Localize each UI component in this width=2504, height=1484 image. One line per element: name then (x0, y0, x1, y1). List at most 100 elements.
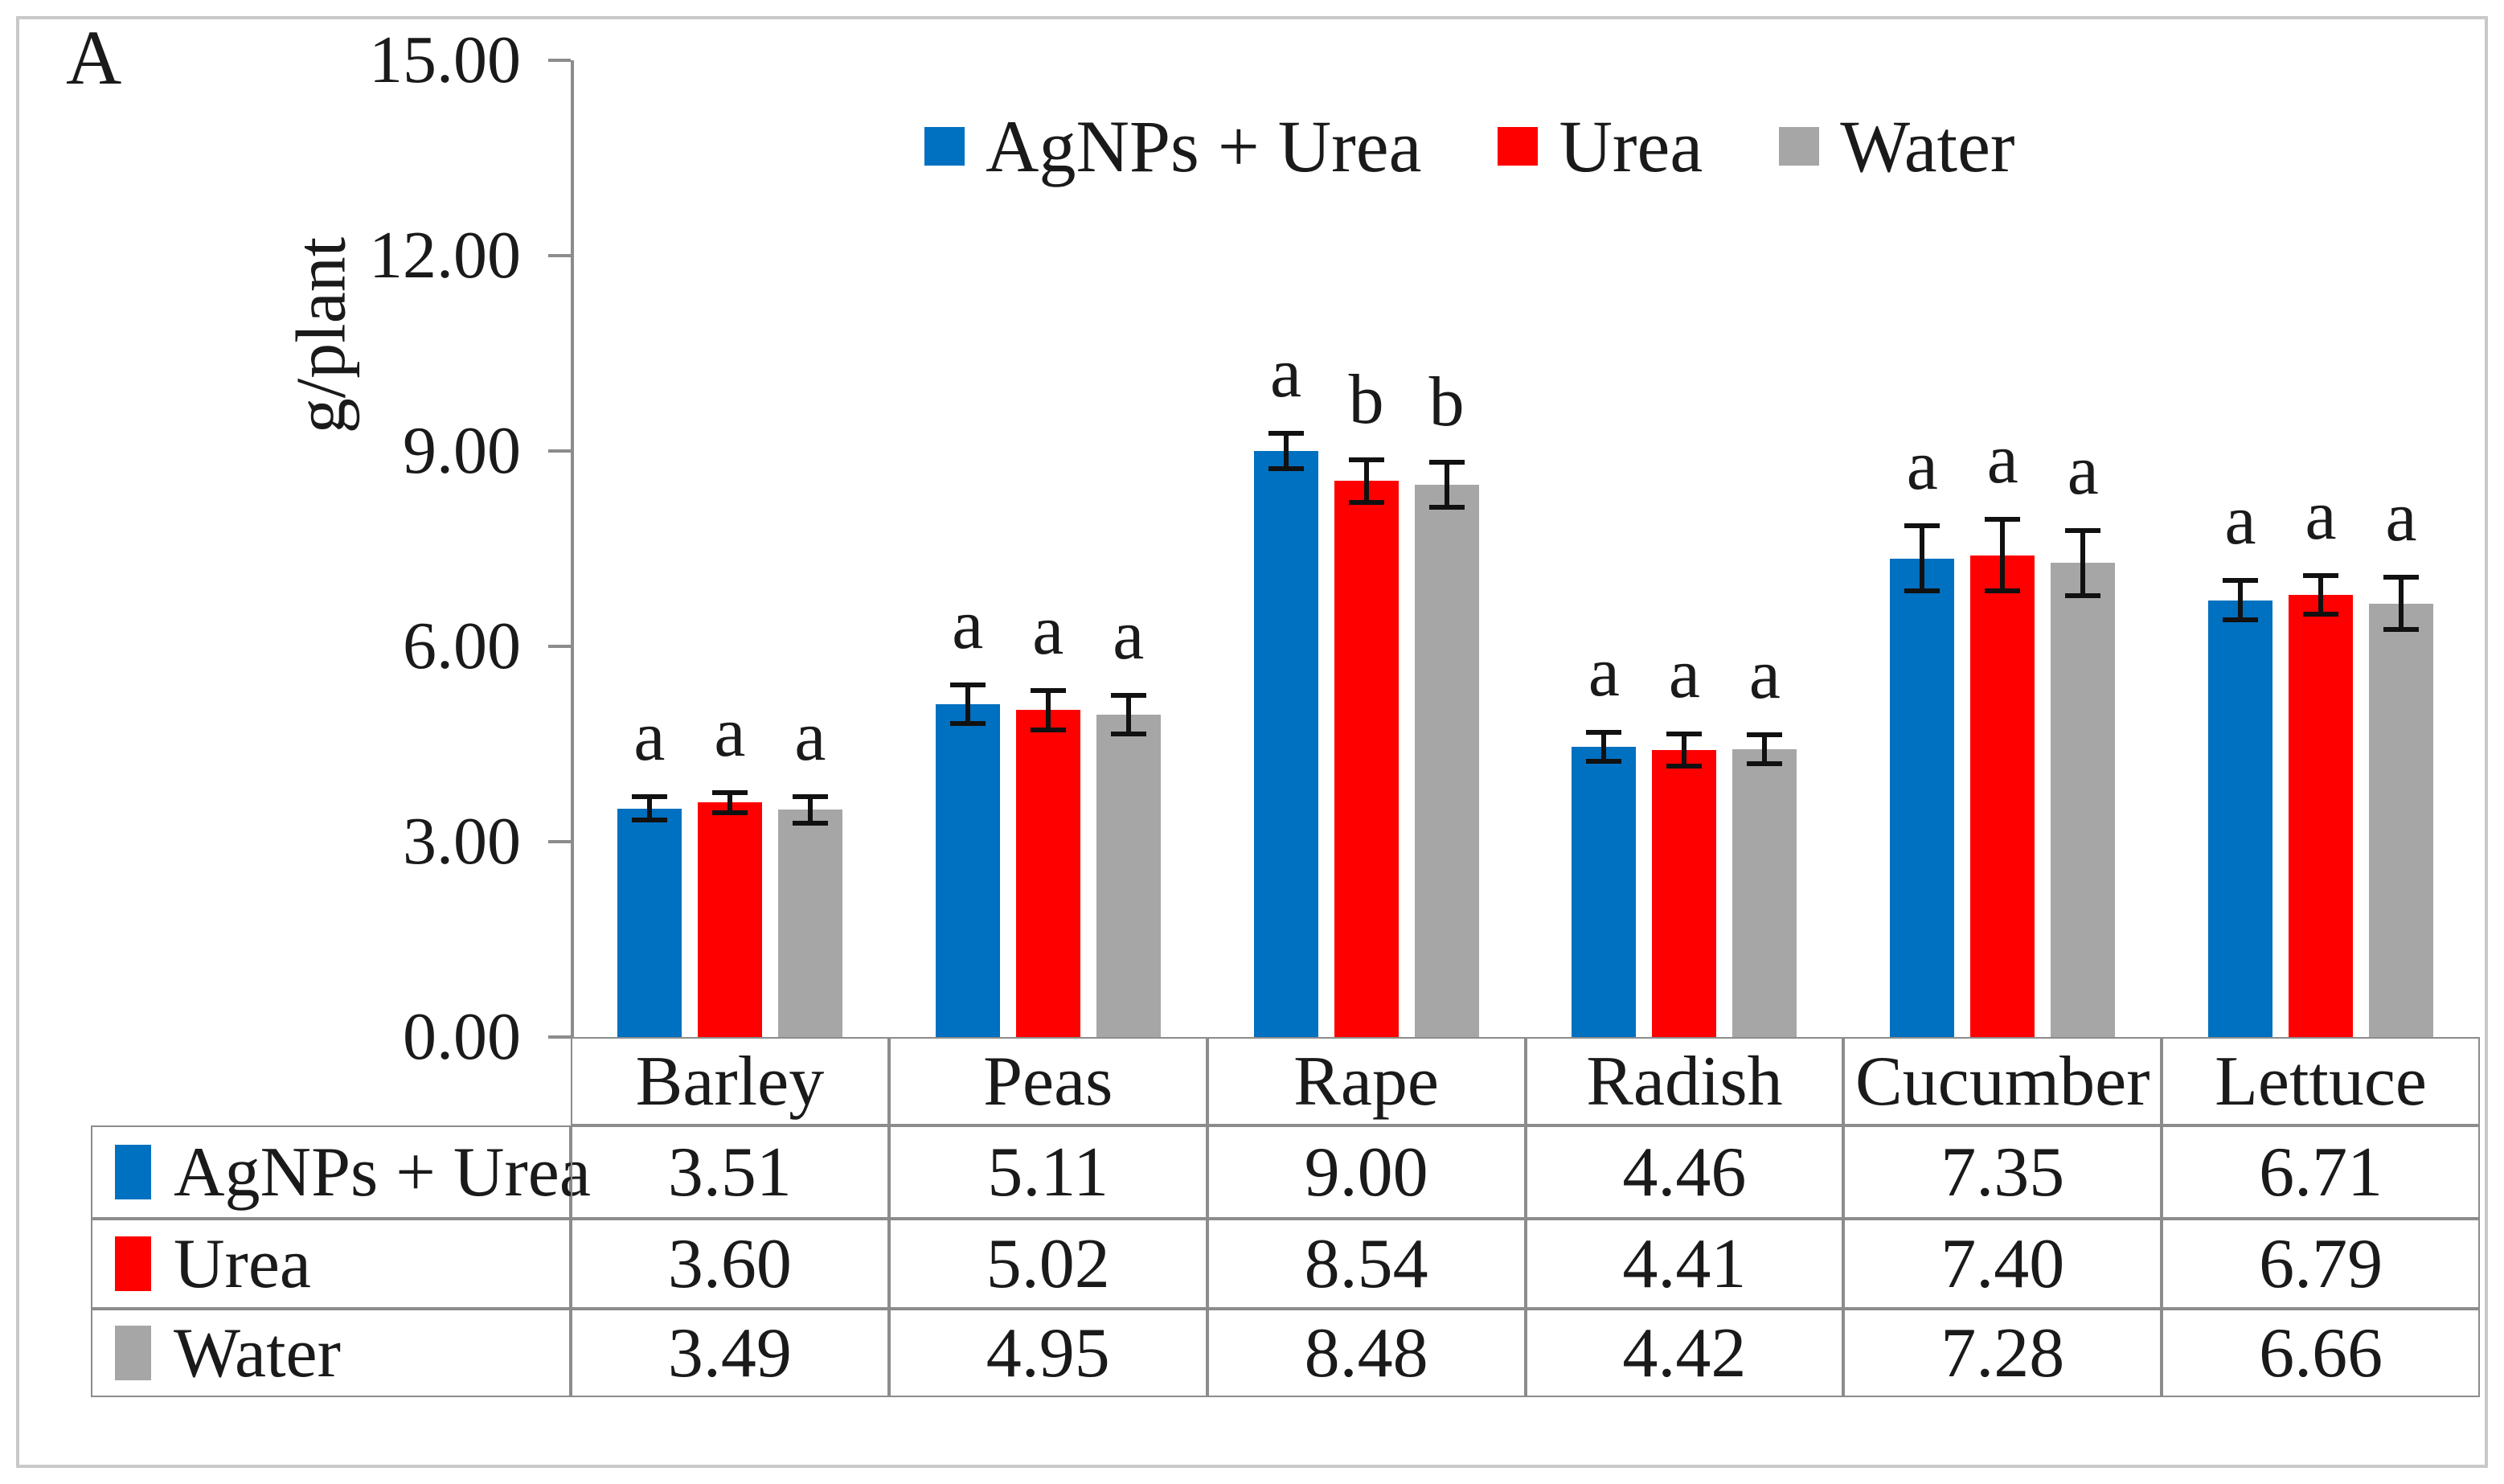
sig-letter: b (1348, 360, 1384, 439)
error-bar-cap (1348, 500, 1384, 505)
error-bar-cap (1985, 588, 2021, 594)
error-bar (1762, 735, 1768, 764)
error-bar-cap (1666, 764, 1703, 769)
table-value: 6.79 (2259, 1224, 2383, 1303)
error-bar-cap (2303, 572, 2339, 578)
error-bar (1363, 459, 1369, 502)
sig-letter: a (1906, 427, 1938, 506)
table-value-cell: 4.42 (1525, 1309, 1844, 1397)
error-bar-cap (2065, 592, 2101, 598)
legend-label: Water (1840, 105, 2015, 187)
table-value: 9.00 (1304, 1133, 1428, 1211)
table-corner-cell (91, 1037, 571, 1125)
error-bar-cap (1586, 729, 1622, 735)
table-header-label: Radish (1586, 1042, 1783, 1121)
row-series-marker (115, 1326, 151, 1380)
error-bar-cap (1030, 727, 1066, 732)
error-bar (965, 684, 970, 724)
legend-item: Urea (1498, 109, 1703, 183)
bar (2369, 603, 2434, 1037)
table-value-cell: 9.00 (1207, 1125, 1526, 1219)
table-row-label-cell: AgNPs + Urea (91, 1125, 591, 1219)
error-bar (2238, 580, 2244, 620)
sig-letter: a (2224, 482, 2256, 560)
table-header-label: Cucumber (1854, 1042, 2150, 1121)
table-header-label: Rape (1293, 1042, 1439, 1121)
error-bar-cap (711, 810, 748, 815)
error-bar-cap (1747, 732, 1783, 738)
bar (1572, 746, 1637, 1037)
error-bar-cap (2223, 578, 2259, 584)
table-row-label: AgNPs + Urea (174, 1133, 591, 1211)
error-bar-cap (631, 794, 667, 800)
table-value-cell: 4.41 (1525, 1219, 1844, 1309)
legend-label: Urea (1559, 105, 1703, 187)
error-bar-cap (1428, 459, 1465, 465)
table-value: 5.11 (987, 1133, 1109, 1211)
table-header-cell: Lettuce (2162, 1037, 2480, 1125)
table-value: 5.02 (986, 1224, 1110, 1303)
table-value: 6.71 (2259, 1133, 2383, 1211)
error-bar-cap (1747, 760, 1783, 766)
bar (697, 802, 762, 1037)
table-value: 7.40 (1940, 1224, 2065, 1303)
table-value-cell: 3.49 (571, 1309, 889, 1397)
sig-letter: a (1588, 633, 1620, 711)
y-axis-tick-label: 12.00 (369, 218, 521, 293)
error-bar-cap (2223, 617, 2259, 622)
bar (935, 704, 1000, 1037)
table-header-label: Lettuce (2215, 1042, 2427, 1121)
table-row-label-cell: Urea (91, 1219, 571, 1309)
error-bar-cap (949, 682, 986, 687)
error-bar-cap (711, 790, 748, 796)
chart-legend: AgNPs + Urea Urea Water (924, 109, 2015, 183)
y-axis-tick-mark (548, 1035, 571, 1039)
error-bar (1601, 732, 1607, 761)
error-bar (1682, 733, 1687, 767)
bar (2208, 600, 2273, 1037)
table-row-label: Water (174, 1314, 341, 1392)
table-value-cell: 7.28 (1843, 1309, 2162, 1397)
sig-letter: a (714, 694, 746, 773)
table-value-cell: 4.46 (1525, 1125, 1844, 1219)
y-axis-tick-mark (548, 59, 571, 62)
error-bar-cap (1030, 688, 1066, 694)
sig-letter: a (952, 585, 984, 664)
legend-item: Water (1779, 105, 2015, 187)
table-value-cell: 7.40 (1843, 1219, 2162, 1309)
error-bar (1920, 526, 1925, 592)
table-row-label: Urea (174, 1224, 311, 1303)
error-bar-cap (1348, 457, 1384, 462)
table-header-cell: Peas (888, 1037, 1207, 1125)
error-bar (807, 797, 813, 823)
table-value-cell: 5.11 (888, 1125, 1207, 1219)
y-axis-tick-mark (548, 645, 571, 648)
bar (1652, 749, 1717, 1037)
error-bar (2000, 519, 2006, 592)
sig-letter: a (2305, 476, 2337, 555)
sig-letter: a (2385, 478, 2417, 557)
sig-letter: a (1270, 334, 1302, 413)
error-bar (646, 797, 652, 821)
table-value-cell: 6.66 (2162, 1309, 2480, 1397)
legend-label: AgNPs + Urea (986, 105, 1422, 187)
table-header-cell: Radish (1525, 1037, 1844, 1125)
sig-letter: a (1032, 592, 1064, 670)
error-bar-cap (949, 721, 986, 727)
table-value: 4.42 (1622, 1314, 1747, 1392)
error-bar-cap (1666, 731, 1703, 736)
bar (1253, 451, 1318, 1037)
sig-letter: a (794, 698, 826, 777)
error-bar-cap (2383, 575, 2420, 580)
error-bar-cap (1586, 758, 1622, 764)
table-value: 4.95 (986, 1314, 1110, 1392)
error-bar (1125, 695, 1131, 735)
sig-letter: a (1668, 634, 1700, 713)
table-value-cell: 5.02 (888, 1219, 1207, 1309)
bar (1414, 485, 1479, 1037)
table-header-label: Peas (983, 1042, 1113, 1121)
table-row-label-cell: Water (91, 1309, 571, 1397)
